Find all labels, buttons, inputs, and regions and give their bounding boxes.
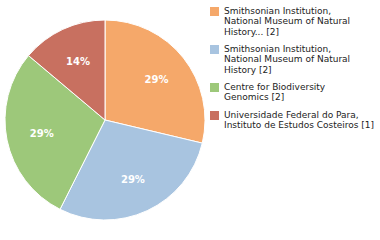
html-text:Universidade Federal do Para,: Universidade Federal do Para, Instituto … [224, 109, 374, 131]
html-text:Smithsonian Institution, Natio: Smithsonian Institution, National Museum… [224, 6, 351, 37]
svg-text:14%: 14% [66, 56, 90, 67]
svg-text:29%: 29% [145, 74, 169, 85]
html-text:Centre for Biodiversity Genomi: Centre for Biodiversity Genomics [2] [224, 82, 326, 103]
svg-text:29%: 29% [30, 128, 54, 139]
svg-text:29%: 29% [121, 174, 145, 185]
html-text:Smithsonian Institution, Natio: Smithsonian Institution, National Museum… [224, 44, 351, 75]
